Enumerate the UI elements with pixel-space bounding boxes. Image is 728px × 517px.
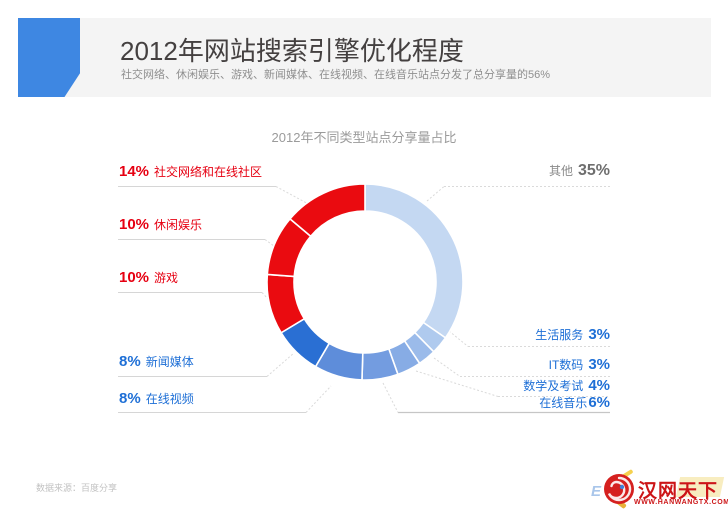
callout-life-services: 生活服务 3% bbox=[535, 326, 610, 344]
callout-games: 10% 游戏 bbox=[119, 269, 178, 287]
callout-pct: 35% bbox=[577, 162, 610, 179]
callout-label: 生活服务 bbox=[535, 328, 584, 342]
page-subtitle: 社交网络、休闲娱乐、游戏、新闻媒体、在线视频、在线音乐站点分发了总分享量的56% bbox=[121, 69, 551, 81]
callout-online-video: 8% 在线视频 bbox=[119, 390, 194, 408]
page-title: 2012年网站搜索引擎优化程度 bbox=[120, 36, 464, 66]
chart-title: 2012年不同类型站点分享量占比 bbox=[271, 130, 457, 145]
watermark-url: WWW.HANWANGTX.COM bbox=[634, 499, 728, 506]
callout-pct: 3% bbox=[588, 326, 610, 343]
callout-social-network: 14% 社交网络和在线社区 bbox=[119, 163, 262, 181]
callout-news-media: 8% 新闻媒体 bbox=[119, 353, 194, 371]
watermark-logo-icon bbox=[604, 469, 634, 509]
callout-pct: 10% bbox=[119, 216, 150, 233]
callout-online-music: 在线音乐6% bbox=[539, 394, 610, 412]
watermark-letter: E bbox=[591, 483, 602, 500]
callout-it-digital: IT数码 3% bbox=[549, 356, 610, 374]
callout-pct: 6% bbox=[588, 394, 610, 411]
callout-pct: 10% bbox=[119, 269, 150, 286]
callout-label: 休闲娱乐 bbox=[154, 218, 203, 232]
watermark-name: 汉网天下 bbox=[638, 481, 719, 502]
callout-others: 其他 35% bbox=[549, 162, 610, 180]
callout-pct: 8% bbox=[119, 390, 141, 407]
callout-label: 社交网络和在线社区 bbox=[154, 165, 263, 179]
data-source-note: 数据来源：百度分享 bbox=[36, 483, 118, 493]
blue-accent-block bbox=[18, 18, 80, 97]
callout-label: 在线视频 bbox=[145, 392, 194, 406]
callout-label: 其他 bbox=[548, 164, 573, 178]
callout-leisure-entertainment: 10% 休闲娱乐 bbox=[119, 216, 202, 234]
callout-label: 在线音乐 bbox=[539, 396, 588, 410]
callout-pct: 8% bbox=[119, 353, 141, 370]
callout-pct: 14% bbox=[119, 163, 150, 180]
callout-pct: 4% bbox=[588, 377, 610, 394]
donut-segments bbox=[266, 183, 464, 381]
watermark: E 汉网天下 WWW.HANWANGTX.COM bbox=[591, 466, 728, 514]
callout-label: 游戏 bbox=[154, 271, 179, 285]
callout-pct: 3% bbox=[588, 356, 610, 373]
donut-segment-其他 bbox=[364, 183, 464, 339]
callout-label: 数学及考试 bbox=[523, 379, 584, 393]
header-band: 2012年网站搜索引擎优化程度 社交网络、休闲娱乐、游戏、新闻媒体、在线视频、在… bbox=[18, 18, 711, 97]
callout-leader-lines-right bbox=[382, 186, 610, 414]
callout-label: 新闻媒体 bbox=[145, 355, 194, 369]
callout-label: IT数码 bbox=[548, 358, 584, 372]
callout-math-exams: 数学及考试 4% bbox=[523, 377, 610, 395]
donut-segment-社交网络和在线社区 bbox=[289, 183, 366, 238]
